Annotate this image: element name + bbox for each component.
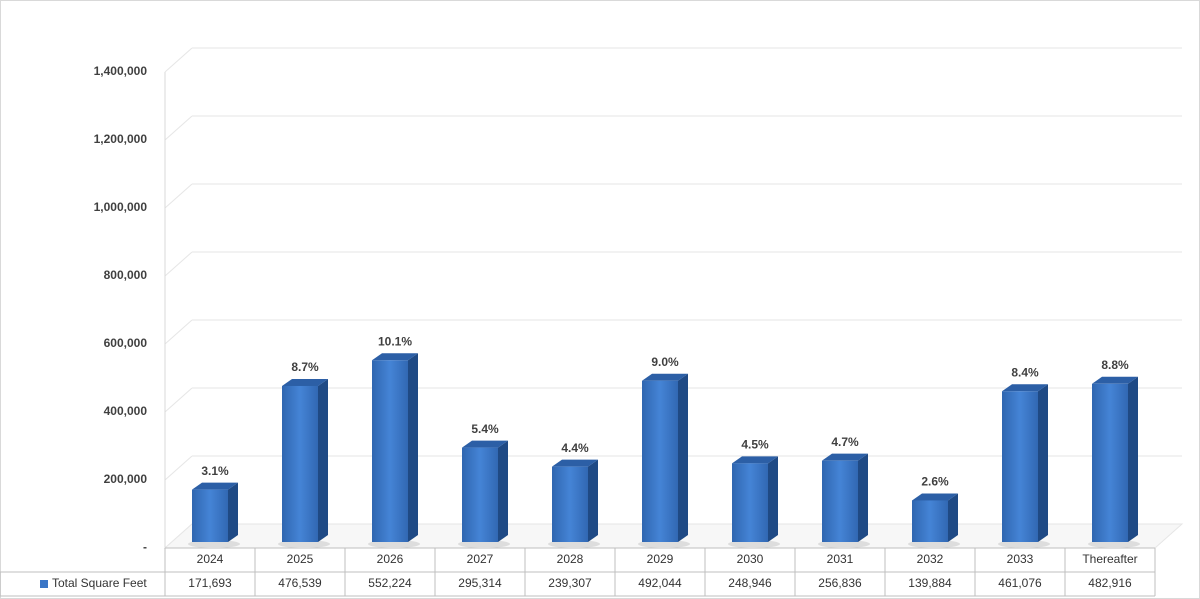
bar-annotation: 8.4%	[1011, 365, 1039, 379]
table-value: 482,916	[1088, 576, 1132, 590]
bar-annotation: 3.1%	[201, 464, 229, 478]
bar-top	[1092, 376, 1138, 384]
table-value: 476,539	[278, 576, 322, 590]
grid-line-side	[164, 455, 193, 481]
grid-line-side	[164, 319, 193, 345]
table-value: 139,884	[908, 576, 952, 590]
legend-marker	[40, 580, 48, 588]
x-tick-label: 2030	[737, 552, 764, 566]
y-tick-label: 800,000	[104, 268, 148, 282]
grid-line-side	[164, 183, 193, 209]
bar-annotation: 8.8%	[1101, 358, 1129, 372]
y-tick-label: 400,000	[104, 404, 148, 418]
legend-label: Total Square Feet	[52, 576, 147, 590]
bar-annotation: 2.6%	[921, 475, 949, 489]
bar-top	[372, 353, 418, 361]
bar-annotation: 8.7%	[291, 360, 319, 374]
y-tick-label: 1,400,000	[94, 64, 148, 78]
y-tick-label: 600,000	[104, 336, 148, 350]
bar-side	[768, 456, 778, 542]
bar-side	[498, 440, 508, 542]
y-tick-label: -	[143, 540, 147, 554]
bar	[192, 489, 228, 542]
bar-side	[948, 493, 958, 542]
y-tick-label: 1,200,000	[94, 132, 148, 146]
bar-side	[588, 459, 598, 542]
table-value: 492,044	[638, 576, 682, 590]
grid-line-side	[164, 47, 193, 73]
x-tick-label: 2032	[917, 552, 944, 566]
table-value: 239,307	[548, 576, 592, 590]
bar	[372, 360, 408, 542]
x-tick-label: 2027	[467, 552, 494, 566]
bar-side	[858, 453, 868, 542]
y-tick-label: 1,000,000	[94, 200, 148, 214]
y-tick-label: 200,000	[104, 472, 148, 486]
x-tick-label: 2024	[197, 552, 224, 566]
bar-top	[462, 440, 508, 448]
table-value: 295,314	[458, 576, 502, 590]
table-value: 461,076	[998, 576, 1042, 590]
bar	[552, 466, 588, 542]
bar-top	[1002, 384, 1048, 392]
bar	[732, 463, 768, 542]
bar-top	[552, 459, 598, 467]
table-value: 552,224	[368, 576, 412, 590]
bar-top	[192, 482, 238, 490]
bar-top	[642, 373, 688, 381]
bar-top	[732, 456, 778, 464]
x-tick-label: 2033	[1007, 552, 1034, 566]
grid-line-side	[164, 387, 193, 413]
bar-top	[822, 453, 868, 461]
bar-side	[318, 378, 328, 542]
bar	[912, 500, 948, 542]
bar-side	[1038, 384, 1048, 542]
bar-annotation: 4.4%	[561, 441, 589, 455]
bar	[462, 447, 498, 542]
x-tick-label: 2025	[287, 552, 314, 566]
x-tick-label: 2031	[827, 552, 854, 566]
bar	[282, 385, 318, 542]
bar-annotation: 4.7%	[831, 435, 859, 449]
grid-line-side	[164, 251, 193, 277]
x-tick-label: Thereafter	[1082, 552, 1137, 566]
bar-side	[408, 353, 418, 542]
table-value: 171,693	[188, 576, 232, 590]
x-tick-label: 2029	[647, 552, 674, 566]
bar	[822, 460, 858, 542]
bar	[642, 380, 678, 542]
bar	[1092, 383, 1128, 542]
bar-top	[282, 378, 328, 386]
x-tick-label: 2028	[557, 552, 584, 566]
bar-annotation: 4.5%	[741, 438, 769, 452]
bar-side	[1128, 376, 1138, 542]
bar-annotation: 5.4%	[471, 422, 499, 436]
grid-line-side	[164, 115, 193, 141]
bar-side	[678, 373, 688, 542]
x-tick-label: 2026	[377, 552, 404, 566]
bar-side	[228, 482, 238, 542]
bar-top	[912, 493, 958, 501]
bar	[1002, 391, 1038, 542]
bar-annotation: 10.1%	[378, 334, 412, 348]
bar-annotation: 9.0%	[651, 355, 679, 369]
table-value: 256,836	[818, 576, 862, 590]
table-value: 248,946	[728, 576, 772, 590]
